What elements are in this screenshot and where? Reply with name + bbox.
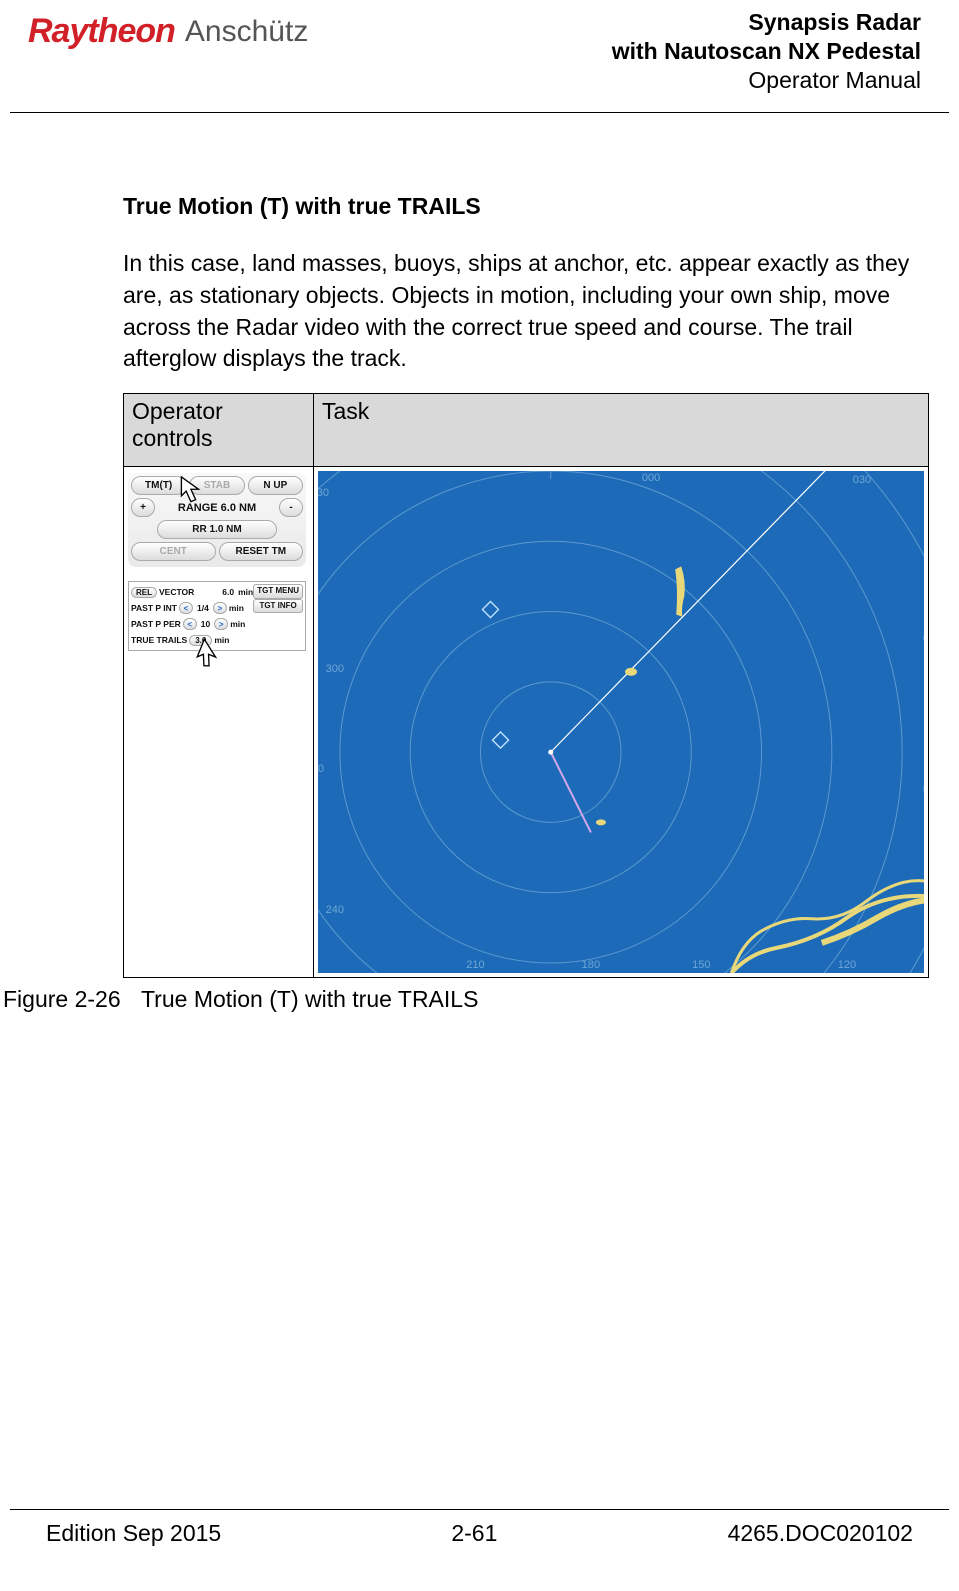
cent-button[interactable]: CENT (131, 542, 216, 561)
pastpper-val: 10 (199, 619, 212, 629)
range-minus-button[interactable]: - (279, 498, 303, 517)
range-label: RANGE 6.0 NM (158, 502, 276, 514)
col-header-task: Task (314, 394, 929, 467)
table-header-row: Operator controls Task (124, 394, 929, 467)
figure-caption: Figure 2-26 True Motion (T) with true TR… (3, 978, 929, 1013)
vector-panel: REL VECTOR 6.0 min PAST P INT < 1/4 > (128, 581, 306, 651)
content-area: True Motion (T) with true TRAILS In this… (0, 113, 959, 1013)
bearing-090: 090 (923, 783, 924, 795)
col-header-controls: Operator controls (124, 394, 314, 467)
pastpint-val: 1/4 (195, 603, 211, 613)
pastpint-unit: min (229, 603, 244, 613)
pastpper-label: PAST P PER (131, 619, 181, 629)
rr-button[interactable]: RR 1.0 NM (157, 520, 277, 539)
pastpint-inc-button[interactable]: > (213, 602, 227, 614)
range-plus-button[interactable]: + (131, 498, 155, 517)
page-footer: Edition Sep 2015 2-61 4265.DOC020102 (10, 1509, 949, 1547)
bearing-300: 300 (326, 663, 344, 675)
bearing-120: 120 (838, 959, 856, 971)
section-paragraph: In this case, land masses, buoys, ships … (123, 248, 923, 375)
pastpper-dec-button[interactable]: < (183, 618, 197, 630)
reset-tm-button[interactable]: RESET TM (219, 542, 304, 561)
logo-primary: Raytheon (28, 12, 175, 51)
vector-val: 6.0 (220, 587, 236, 597)
footer-center: 2-61 (451, 1520, 497, 1547)
nup-button[interactable]: N UP (248, 476, 303, 495)
range-panel: TM(T) STAB N UP + RANGE 6.0 NM - RR 1.0 … (128, 473, 306, 567)
true-trails-unit: min (214, 635, 229, 645)
page-header: Raytheon Anschütz Synapsis Radar with Na… (10, 0, 949, 113)
bearing-210: 210 (466, 959, 484, 971)
true-trails-label: TRUE TRAILS (131, 635, 187, 645)
bearing-180: 180 (582, 959, 600, 971)
bearing-000: 000 (642, 472, 660, 484)
logo-block: Raytheon Anschütz (28, 12, 308, 51)
footer-left: Edition Sep 2015 (46, 1520, 221, 1547)
bearing-030: 030 (853, 474, 871, 486)
bearing-150: 150 (692, 959, 710, 971)
tgt-info-button[interactable]: TGT INFO (253, 599, 303, 613)
section-heading: True Motion (T) with true TRAILS (123, 193, 929, 220)
figure-number: Figure 2-26 (3, 986, 135, 1013)
true-trails-val[interactable]: 3.0 (189, 635, 212, 646)
pastpper-unit: min (230, 619, 245, 629)
tgt-menu-button[interactable]: TGT MENU (253, 584, 303, 598)
footer-right: 4265.DOC020102 (728, 1520, 913, 1547)
task-cell: 000 030 060 090 120 150 180 210 240 270 … (314, 467, 929, 978)
operator-controls-cell: TM(T) STAB N UP + RANGE 6.0 NM - RR 1.0 … (124, 467, 314, 978)
table-row: TM(T) STAB N UP + RANGE 6.0 NM - RR 1.0 … (124, 467, 929, 978)
logo-secondary: Anschütz (185, 15, 308, 49)
doc-title-line3: Operator Manual (612, 66, 921, 95)
bearing-270: 270 (318, 763, 324, 775)
bearing-060: 060 (923, 633, 924, 645)
figure-caption-text: True Motion (T) with true TRAILS (141, 986, 478, 1012)
bearing-240: 240 (326, 904, 344, 916)
pastpper-inc-button[interactable]: > (214, 618, 228, 630)
pastpint-dec-button[interactable]: < (179, 602, 193, 614)
doc-title-line2: with Nautoscan NX Pedestal (612, 37, 921, 66)
vector-unit: min (238, 587, 253, 597)
pastpint-label: PAST P INT (131, 603, 177, 613)
operator-task-table: Operator controls Task TM(T) STAB N UP + (123, 393, 929, 978)
bearing-330: 330 (318, 487, 329, 499)
doc-title-line1: Synapsis Radar (612, 8, 921, 37)
rel-tag[interactable]: REL (131, 587, 157, 598)
stab-button[interactable]: STAB (189, 476, 244, 495)
radar-display: 000 030 060 090 120 150 180 210 240 270 … (318, 471, 924, 973)
tm-button[interactable]: TM(T) (131, 476, 186, 495)
doc-title-block: Synapsis Radar with Nautoscan NX Pedesta… (612, 8, 921, 94)
vector-label: VECTOR (159, 587, 194, 597)
control-panel: TM(T) STAB N UP + RANGE 6.0 NM - RR 1.0 … (128, 473, 306, 651)
